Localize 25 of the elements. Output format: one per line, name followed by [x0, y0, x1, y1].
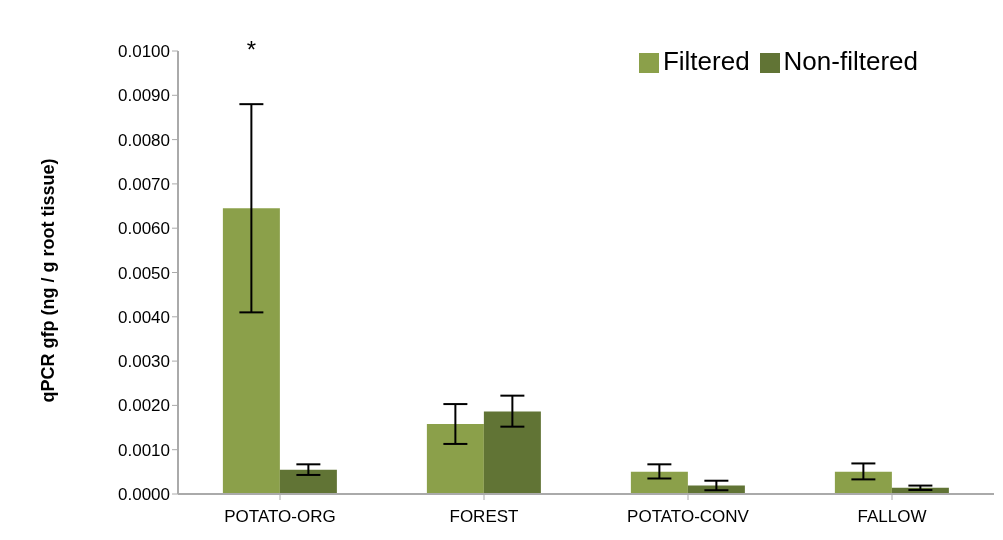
x-tick-label: POTATO-CONV: [627, 507, 750, 527]
x-tick-label: FOREST: [449, 507, 519, 527]
bar: [483, 411, 541, 494]
x-tick-label: FALLOW: [857, 507, 927, 527]
y-tick-label: 0.0030: [118, 352, 170, 372]
annotation: *: [246, 36, 257, 63]
y-tick-label: 0.0010: [118, 440, 170, 460]
x-tick-label: POTATO-ORG: [224, 507, 336, 527]
bar: [834, 471, 892, 494]
legend-label: Filtered: [662, 46, 750, 76]
bar: [222, 208, 280, 494]
y-tick-label: 0.0100: [118, 42, 170, 62]
y-tick-label: 0.0080: [118, 130, 170, 150]
y-tick-label: 0.0050: [118, 263, 170, 283]
bar: [279, 469, 337, 494]
y-axis-title: qPCR gfp (ng / g root tissue): [38, 158, 59, 403]
bar: [630, 471, 688, 494]
y-tick-label: 0.0040: [118, 307, 170, 327]
bar: [426, 424, 484, 494]
y-tick-label: 0.0070: [118, 174, 170, 194]
y-tick-label: 0.0090: [118, 86, 170, 106]
y-tick-label: 0.0020: [118, 396, 170, 416]
y-tick-label: 0.0060: [118, 219, 170, 239]
y-tick-label: 0.0000: [118, 485, 170, 505]
legend-label: Non-filtered: [783, 46, 918, 76]
